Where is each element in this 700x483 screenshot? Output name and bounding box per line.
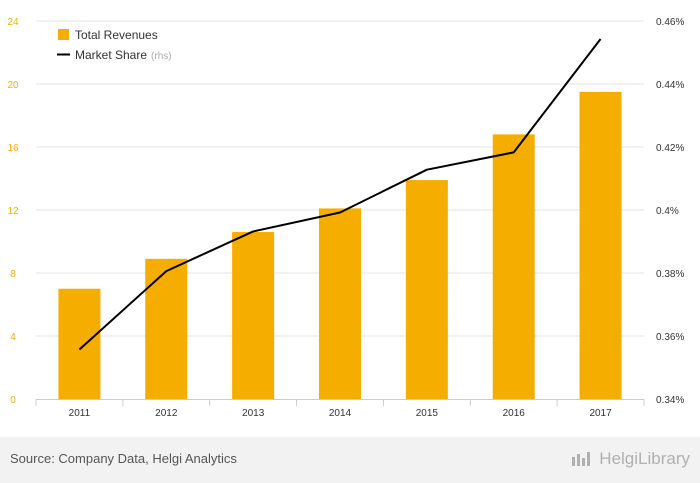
y-right-tick-label: 0.4% bbox=[656, 206, 679, 217]
bar bbox=[492, 134, 535, 399]
y-right-tick-label: 0.42% bbox=[656, 143, 684, 154]
brand-name: HelgiLibrary bbox=[599, 449, 690, 468]
y-right-tick-label: 0.36% bbox=[656, 332, 684, 343]
legend-suffix: (rhs) bbox=[151, 51, 172, 62]
y-left-tick-label: 20 bbox=[7, 80, 19, 91]
market-share-line bbox=[78, 38, 602, 351]
bar bbox=[319, 208, 361, 399]
bar bbox=[405, 180, 448, 399]
legend-swatch-bar bbox=[58, 29, 69, 40]
chart-footer: Source: Company Data, Helgi Analytics He… bbox=[0, 437, 700, 483]
y-right-tick-label: 0.46% bbox=[656, 17, 684, 28]
bar bbox=[579, 91, 622, 399]
legend-label: Total Revenues bbox=[75, 28, 158, 42]
y-left-tick-label: 4 bbox=[10, 332, 16, 343]
x-tick-label: 2015 bbox=[416, 408, 439, 419]
brand-logo: HelgiLibrary bbox=[571, 449, 690, 469]
bar bbox=[145, 258, 188, 399]
x-tick-label: 2012 bbox=[155, 408, 178, 419]
legend-label: Market Share (rhs) bbox=[75, 48, 172, 62]
source-note: Source: Company Data, Helgi Analytics bbox=[10, 451, 237, 466]
y-right-tick-label: 0.38% bbox=[656, 269, 684, 280]
y-left-tick-label: 8 bbox=[10, 269, 16, 280]
y-left-tick-label: 16 bbox=[7, 143, 19, 154]
y-left-tick-label: 12 bbox=[7, 206, 19, 217]
x-tick-label: 2014 bbox=[329, 408, 352, 419]
bar bbox=[232, 232, 275, 399]
bar bbox=[58, 288, 101, 399]
y-right-tick-label: 0.44% bbox=[656, 80, 684, 91]
combo-chart: 0 4 8 12 16 20 24 0.34% 0.36% 0.38% 0.4% 0.42% 0.44%… bbox=[7, 17, 684, 419]
y-right-tick-label: 0.34% bbox=[656, 395, 684, 406]
x-tick-label: 2017 bbox=[589, 408, 612, 419]
y-left-tick-label: 24 bbox=[7, 17, 19, 28]
library-icon bbox=[572, 452, 591, 466]
x-tick-label: 2013 bbox=[242, 408, 265, 419]
x-tick-label: 2016 bbox=[503, 408, 526, 419]
y-left-tick-label: 0 bbox=[10, 395, 16, 406]
x-tick-label: 2011 bbox=[69, 408, 91, 419]
